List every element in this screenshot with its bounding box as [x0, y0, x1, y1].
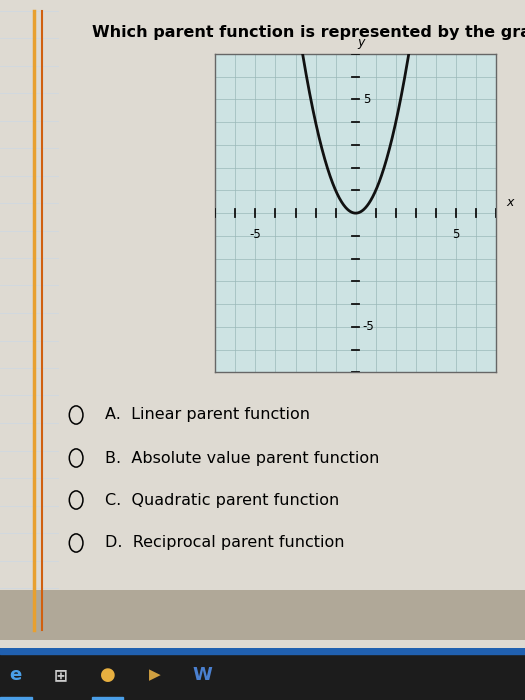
Text: e: e: [9, 666, 22, 684]
Text: D.  Reciprocal parent function: D. Reciprocal parent function: [105, 536, 344, 550]
Text: x: x: [507, 195, 514, 209]
Text: -5: -5: [249, 228, 261, 241]
Text: A.  Linear parent function: A. Linear parent function: [105, 407, 310, 423]
Text: 5: 5: [363, 93, 370, 106]
Bar: [92, 697, 123, 700]
Text: B.  Absolute value parent function: B. Absolute value parent function: [105, 451, 380, 466]
Bar: [0, 697, 32, 700]
Text: C.  Quadratic parent function: C. Quadratic parent function: [105, 493, 339, 507]
Text: 5: 5: [453, 228, 460, 241]
Text: ⊞: ⊞: [54, 666, 67, 684]
Bar: [0, 648, 525, 654]
Text: Which parent function is represented by the graph?: Which parent function is represented by …: [92, 25, 525, 39]
Text: -5: -5: [363, 321, 374, 333]
Text: W: W: [192, 666, 212, 684]
Text: ▶: ▶: [149, 668, 161, 682]
Text: ●: ●: [100, 666, 116, 684]
Text: y: y: [357, 36, 364, 49]
